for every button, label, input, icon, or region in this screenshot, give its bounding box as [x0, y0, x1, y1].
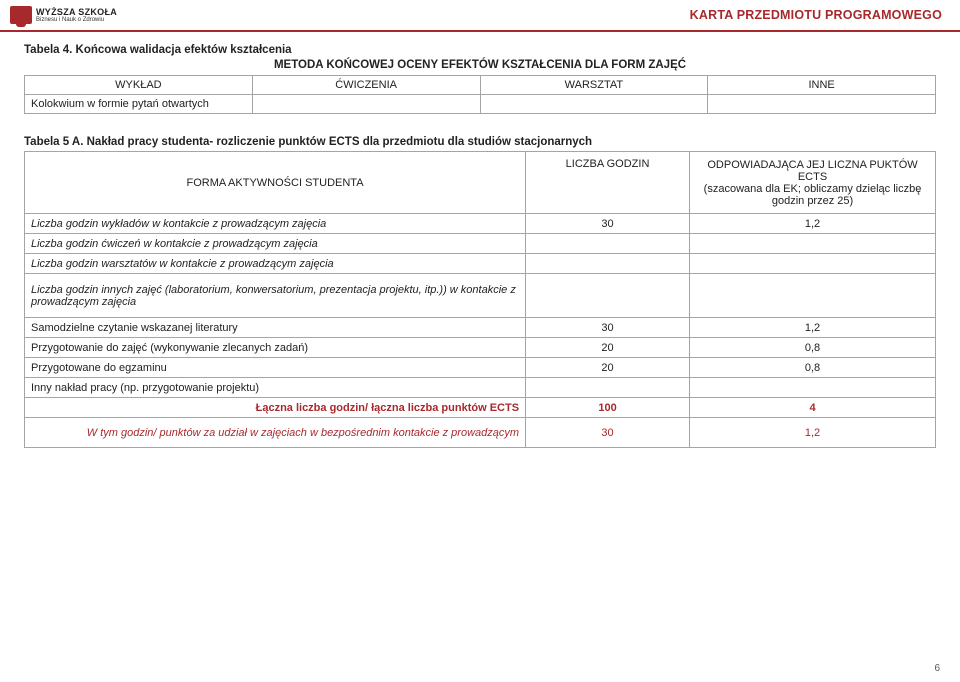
table5-row-label: Liczba godzin ćwiczeń w kontakcie z prow…: [25, 234, 526, 254]
table4-cell-1: [252, 95, 480, 114]
table4-col-2: WARSZTAT: [480, 76, 708, 95]
table5-summary-row: W tym godzin/ punktów za udział w zajęci…: [25, 418, 936, 448]
table4-data-row: Kolokwium w formie pytań otwartych: [25, 95, 936, 114]
table5-row: Liczba godzin wykładów w kontakcie z pro…: [25, 214, 936, 234]
content: Tabela 4. Końcowa walidacja efektów kszt…: [24, 44, 936, 448]
table4-caption: Tabela 4. Końcowa walidacja efektów kszt…: [24, 44, 936, 56]
table5-row: Inny nakład pracy (np. przygotowanie pro…: [25, 378, 936, 398]
table5-row: Liczba godzin ćwiczeń w kontakcie z prow…: [25, 234, 936, 254]
table4: WYKŁAD ĆWICZENIA WARSZTAT INNE Kolokwium…: [24, 75, 936, 114]
table5-row-label: Liczba godzin innych zajęć (laboratorium…: [25, 274, 526, 318]
table5: FORMA AKTYWNOŚCI STUDENTA LICZBA GODZIN …: [24, 151, 936, 448]
table5-row-ects: [690, 378, 936, 398]
table5-row-hours: [526, 254, 690, 274]
table4-cell-2: [480, 95, 708, 114]
logo-line1: WYŻSZA SZKOŁA: [36, 8, 117, 17]
doc-title: KARTA PRZEDMIOTU PROGRAMOWEGO: [690, 8, 942, 22]
table5-head-c3: ODPOWIADAJĄCA JEJ LICZNA PUKTÓW ECTS (sz…: [690, 152, 936, 214]
logo-text: WYŻSZA SZKOŁA Biznesu i Nauk o Zdrowiu: [36, 8, 117, 23]
table5-summary-row: Łączna liczba godzin/ łączna liczba punk…: [25, 398, 936, 418]
table5-row-ects: [690, 274, 936, 318]
table5-row: Liczba godzin innych zajęć (laboratorium…: [25, 274, 936, 318]
table5-row: Samodzielne czytanie wskazanej literatur…: [25, 318, 936, 338]
table5-row-label: Przygotowanie do zajęć (wykonywanie zlec…: [25, 338, 526, 358]
table5-row-hours: [526, 378, 690, 398]
table5-row-label: Samodzielne czytanie wskazanej literatur…: [25, 318, 526, 338]
table5-row-ects: 1,2: [690, 318, 936, 338]
header-bar: WYŻSZA SZKOŁA Biznesu i Nauk o Zdrowiu K…: [0, 0, 960, 32]
table4-header-row: WYKŁAD ĆWICZENIA WARSZTAT INNE: [25, 76, 936, 95]
table5-row-hours: 30: [526, 318, 690, 338]
table5-row-label: Przygotowane do egzaminu: [25, 358, 526, 378]
table5-summary-hours: 30: [526, 418, 690, 448]
table5-head-c1: FORMA AKTYWNOŚCI STUDENTA: [25, 152, 526, 214]
table5-row-label: Inny nakład pracy (np. przygotowanie pro…: [25, 378, 526, 398]
table5-row-ects: 0,8: [690, 338, 936, 358]
table5-row-ects: [690, 254, 936, 274]
logo: WYŻSZA SZKOŁA Biznesu i Nauk o Zdrowiu: [10, 6, 117, 24]
table5-row-hours: 30: [526, 214, 690, 234]
table5-row-hours: [526, 234, 690, 254]
table5-row-hours: [526, 274, 690, 318]
table5-row: Przygotowane do egzaminu200,8: [25, 358, 936, 378]
table5-summary-ects: 4: [690, 398, 936, 418]
table4-col-1: ĆWICZENIA: [252, 76, 480, 95]
table5-head-c2: LICZBA GODZIN: [526, 152, 690, 214]
table5-header-row: FORMA AKTYWNOŚCI STUDENTA LICZBA GODZIN …: [25, 152, 936, 214]
table5-row: Przygotowanie do zajęć (wykonywanie zlec…: [25, 338, 936, 358]
table5-summary-hours: 100: [526, 398, 690, 418]
table5-row-label: Liczba godzin warsztatów w kontakcie z p…: [25, 254, 526, 274]
table5-row-label: Liczba godzin wykładów w kontakcie z pro…: [25, 214, 526, 234]
table4-subcaption: METODA KOŃCOWEJ OCENY EFEKTÓW KSZTAŁCENI…: [24, 59, 936, 71]
table4-cell-3: [708, 95, 936, 114]
table5-row-ects: 0,8: [690, 358, 936, 378]
table5-row-hours: 20: [526, 338, 690, 358]
logo-line2: Biznesu i Nauk o Zdrowiu: [36, 17, 117, 23]
table5-row-ects: 1,2: [690, 214, 936, 234]
table5-row: Liczba godzin warsztatów w kontakcie z p…: [25, 254, 936, 274]
page-number: 6: [934, 663, 940, 674]
table5-row-ects: [690, 234, 936, 254]
table5-summary-label: Łączna liczba godzin/ łączna liczba punk…: [25, 398, 526, 418]
table5-summary-ects: 1,2: [690, 418, 936, 448]
table4-col-3: INNE: [708, 76, 936, 95]
table4-col-0: WYKŁAD: [25, 76, 253, 95]
table5-caption: Tabela 5 A. Nakład pracy studenta- rozli…: [24, 136, 936, 148]
table4-row-label: Kolokwium w formie pytań otwartych: [25, 95, 253, 114]
logo-shield-icon: [10, 6, 32, 24]
table5-summary-label: W tym godzin/ punktów za udział w zajęci…: [25, 418, 526, 448]
table5-row-hours: 20: [526, 358, 690, 378]
